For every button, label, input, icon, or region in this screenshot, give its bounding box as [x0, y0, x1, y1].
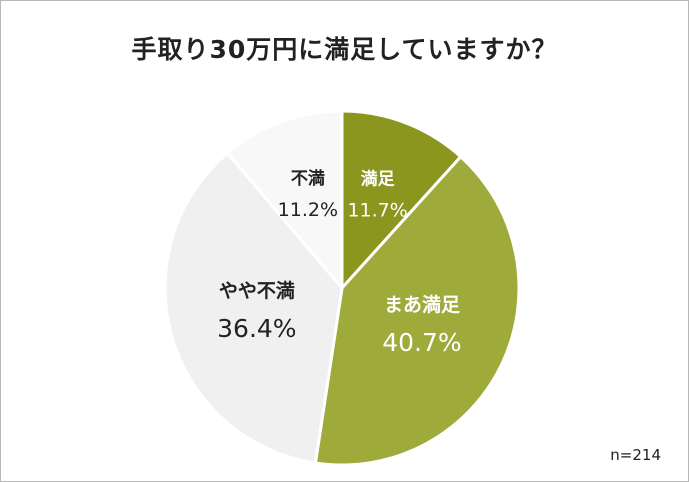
pie-slice-1 — [340, 109, 463, 290]
chart-title: 手取り30万円に満足していますか？ — [131, 35, 558, 64]
slice-value-2: 40.7% — [382, 328, 461, 357]
slice-value-4: 11.2% — [278, 199, 338, 221]
sample-size-note: n=214 — [610, 446, 661, 464]
slice-label-1: 満足 — [361, 169, 395, 190]
slice-label-4: 不満 — [291, 168, 325, 189]
pie-slice-2 — [313, 155, 521, 467]
pie-slice-3 — [163, 151, 344, 465]
slice-value-1: 11.7% — [347, 200, 407, 222]
slice-value-3: 36.4% — [217, 314, 296, 343]
pie-slice-4 — [225, 109, 344, 290]
slice-label-2: まあ満足 — [384, 294, 461, 316]
slice-label-3: やや不満 — [219, 280, 295, 302]
